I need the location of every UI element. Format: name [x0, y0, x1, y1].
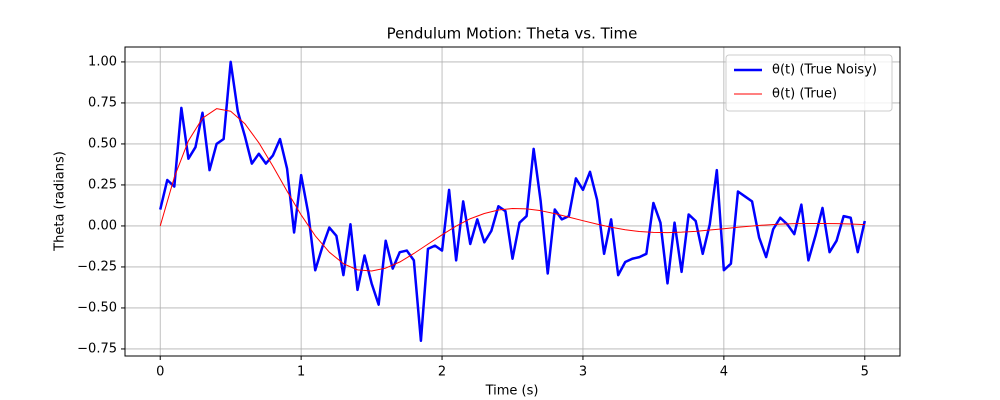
y-tick-label: −0.50	[77, 300, 117, 315]
y-axis-label: Theta (radians)	[53, 151, 68, 252]
legend-label: θ(t) (True Noisy)	[772, 63, 877, 78]
x-tick-label: 0	[156, 365, 164, 380]
legend-box	[725, 54, 893, 112]
y-tick-label: −0.25	[77, 259, 117, 274]
x-tick-label: 3	[579, 365, 587, 380]
plot-frame	[124, 46, 901, 357]
x-axis-label: Time (s)	[485, 384, 539, 399]
x-tick-label: 1	[297, 365, 305, 380]
y-tick-label: 0.25	[88, 177, 117, 192]
y-tick-label: 0.00	[88, 218, 117, 233]
y-tick-label: 1.00	[88, 54, 117, 69]
x-tick-label: 2	[438, 365, 446, 380]
x-tick-label: 5	[861, 365, 869, 380]
y-tick-label: 0.75	[88, 95, 117, 110]
y-tick-label: 0.50	[88, 136, 117, 151]
y-tick-label: −0.75	[77, 341, 117, 356]
chart-title: Pendulum Motion: Theta vs. Time	[387, 25, 638, 43]
legend-label: θ(t) (True)	[772, 87, 837, 102]
x-tick-label: 4	[720, 365, 728, 380]
data-line	[159, 60, 866, 342]
data-line	[159, 108, 865, 272]
